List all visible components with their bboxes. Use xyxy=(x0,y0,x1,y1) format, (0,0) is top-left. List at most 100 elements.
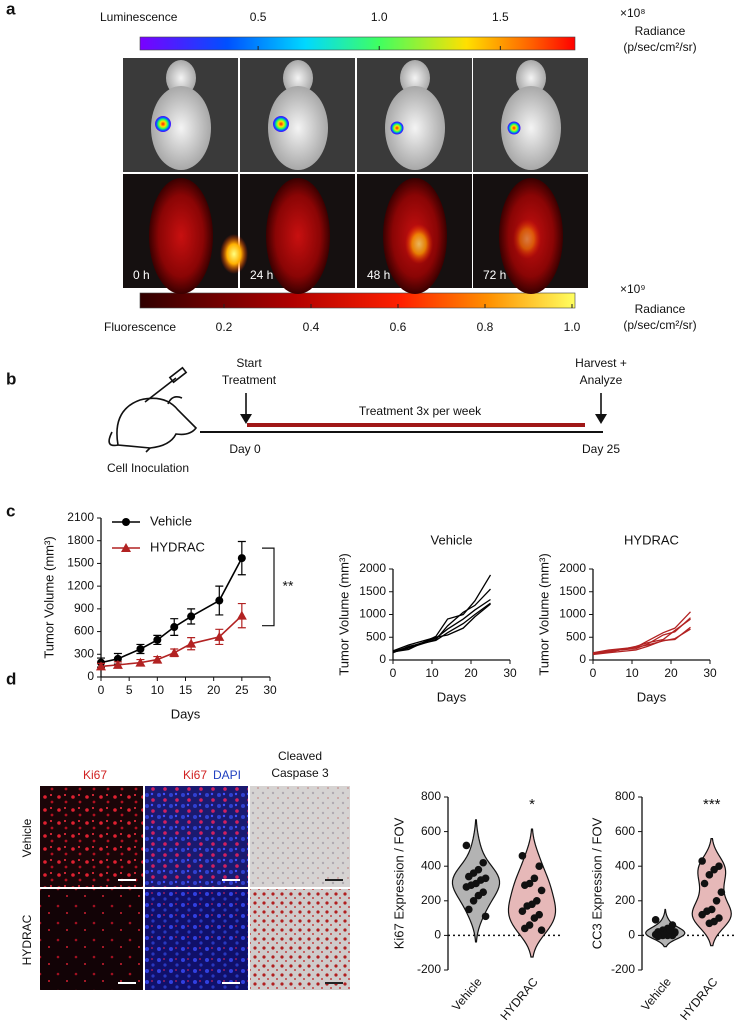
colorbar-tick-label: 1.5 xyxy=(492,10,509,24)
bli-signal xyxy=(155,116,171,132)
data-point xyxy=(651,916,660,924)
unit: (p/sec/cm²/sr) xyxy=(623,40,696,54)
x-tick-label: 10 xyxy=(425,666,439,680)
y-tick-label: 0 xyxy=(628,928,635,942)
y-axis-label: Ki67 Expression / FOV xyxy=(391,817,406,949)
bli-signal xyxy=(507,121,521,135)
y-tick-label: 800 xyxy=(615,789,635,803)
x-tick-label: 10 xyxy=(151,683,165,697)
significance-label: * xyxy=(529,796,535,813)
event-label: Harvest + xyxy=(575,356,627,370)
data-point xyxy=(698,857,706,865)
data-point xyxy=(186,638,197,648)
data-point xyxy=(700,879,709,888)
mouse-body xyxy=(501,86,561,170)
y-tick-label: 1500 xyxy=(67,556,94,570)
y-tick-label: 600 xyxy=(421,824,441,838)
data-point xyxy=(518,907,527,915)
colorbar-tick-label: 0.8 xyxy=(477,320,494,334)
data-point xyxy=(469,897,478,905)
unit-title: Radiance xyxy=(635,24,686,38)
data-point xyxy=(152,654,163,664)
panel-label: a xyxy=(6,0,16,18)
panel-label: c xyxy=(6,501,15,520)
panel-label: d xyxy=(6,669,16,688)
y-axis-label: Tumor Volume (mm³) xyxy=(536,553,551,675)
data-point xyxy=(705,871,714,879)
mouse-head xyxy=(283,60,313,96)
y-tick-label: 500 xyxy=(566,629,586,643)
mouse-body xyxy=(268,86,328,170)
bli-signal xyxy=(273,116,289,132)
colorbar-tick-label: 1.0 xyxy=(371,10,388,24)
y-tick-label: 2000 xyxy=(559,561,586,575)
data-point xyxy=(96,661,106,671)
data-point xyxy=(215,596,224,605)
data-point xyxy=(474,891,483,900)
y-tick-label: 2100 xyxy=(67,510,94,524)
series-line xyxy=(592,628,691,654)
day-label: Day 0 xyxy=(229,442,261,456)
y-tick-label: 200 xyxy=(421,893,441,907)
y-tick-label: 1500 xyxy=(559,584,586,598)
data-point xyxy=(518,852,527,860)
data-point xyxy=(479,858,488,867)
x-tick-label: HYDRAC xyxy=(677,975,721,1023)
data-point xyxy=(136,644,145,653)
mouse-icon xyxy=(108,366,198,453)
stain-label: Caspase 3 xyxy=(271,766,329,780)
data-point xyxy=(113,654,122,663)
y-tick-label: 1000 xyxy=(559,607,586,621)
violin xyxy=(507,828,557,958)
y-tick-label: 900 xyxy=(74,601,94,615)
event-label: Treatment xyxy=(222,373,277,387)
treatment-label: Treatment 3x per week xyxy=(359,404,482,418)
series-line xyxy=(592,617,691,655)
x-tick-label: 20 xyxy=(664,666,678,680)
data-point xyxy=(521,924,529,933)
y-tick-label: 300 xyxy=(74,646,94,660)
data-point xyxy=(462,841,471,850)
arrow-head xyxy=(240,414,252,424)
data-point xyxy=(530,914,539,922)
x-tick-label: 25 xyxy=(235,683,249,697)
mouse-fli xyxy=(266,178,330,294)
stain-label: Cleaved xyxy=(278,749,322,763)
significance-bracket xyxy=(262,547,275,627)
luminescence-colorbar xyxy=(139,36,576,51)
y-tick-label: 0 xyxy=(579,652,586,666)
colorbar-tick-label: 0.2 xyxy=(216,320,233,334)
data-point xyxy=(236,610,247,620)
mouse-body xyxy=(151,86,211,170)
significance-label: ** xyxy=(283,578,294,594)
event-label: Start xyxy=(236,356,262,370)
unit-title: Radiance xyxy=(635,302,686,316)
row-label: HYDRAC xyxy=(20,914,34,965)
y-tick-label: 1200 xyxy=(67,578,94,592)
data-point xyxy=(112,659,123,669)
legend-marker xyxy=(121,543,131,552)
data-point xyxy=(187,612,196,621)
x-tick-label: 30 xyxy=(263,683,277,697)
data-point xyxy=(717,888,726,896)
legend-label: Vehicle xyxy=(150,513,192,528)
time-label: 24 h xyxy=(250,268,273,282)
y-tick-label: 1800 xyxy=(67,533,94,547)
series-line xyxy=(392,588,491,653)
y-tick-label: 0 xyxy=(434,928,441,942)
data-point xyxy=(214,631,225,641)
mouse-fli xyxy=(149,178,213,294)
mouse-head xyxy=(516,60,546,96)
x-tick-label: 5 xyxy=(126,683,133,697)
data-point xyxy=(712,897,721,905)
significance-label: *** xyxy=(703,796,721,813)
y-tick-label: 800 xyxy=(421,789,441,803)
multiplier: ×10⁹ xyxy=(620,282,646,296)
x-tick-label: 10 xyxy=(625,666,639,680)
colorbar-tick-label: 0.6 xyxy=(390,320,407,334)
colorbar-tick-label: 0.4 xyxy=(303,320,320,334)
data-point xyxy=(465,905,473,914)
y-tick-label: -200 xyxy=(417,962,441,976)
stain-label: DAPI xyxy=(213,768,241,782)
